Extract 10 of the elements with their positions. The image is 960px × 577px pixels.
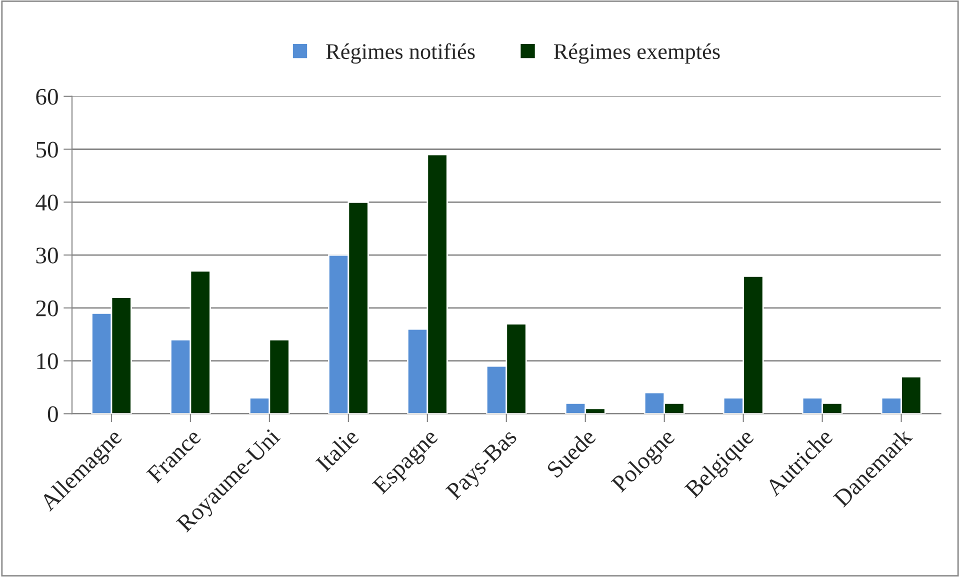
legend-label: Régimes exemptés — [554, 43, 720, 64]
legend-label: Régimes notifiés — [326, 43, 475, 64]
y-tick-label: 40 — [36, 194, 58, 211]
y-tick-label: 60 — [36, 88, 58, 105]
y-tick-label: 20 — [36, 300, 58, 316]
y-tick-label: 50 — [36, 142, 58, 158]
y-tick-label: 0 — [48, 406, 58, 422]
x-tick-label: Italie — [314, 427, 360, 472]
y-tick-label: 30 — [36, 248, 58, 264]
y-tick-label: 10 — [37, 353, 58, 370]
